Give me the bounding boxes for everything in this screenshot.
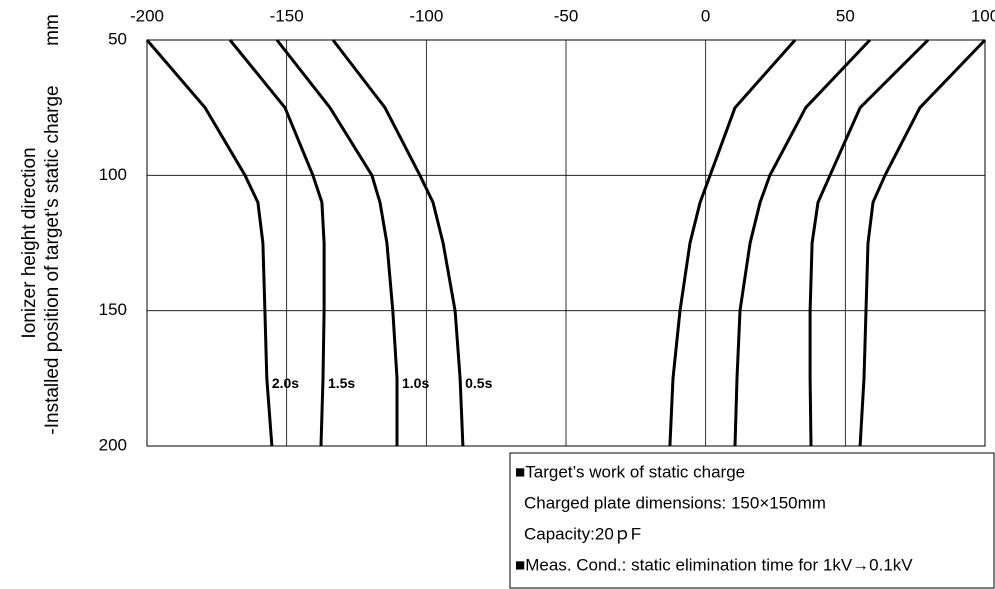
x-tick-label: 100: [971, 6, 995, 25]
y-title: Ionizer height direction: [19, 147, 40, 338]
x-tick-label: -150: [270, 6, 304, 25]
x-tick-label: 50: [836, 6, 855, 25]
note-box: [509, 452, 995, 589]
note-line: Capacity:20ｐF: [524, 524, 641, 543]
x-tick-label: -50: [554, 6, 579, 25]
y-tick-label: 100: [99, 165, 127, 184]
y-unit: mm: [42, 14, 63, 46]
curve-label: 0.5s: [465, 375, 492, 391]
x-tick-label: -200: [130, 6, 164, 25]
y-tick-label: 150: [99, 300, 127, 319]
note-line: Charged plate dimensions: 150×150mm: [524, 493, 826, 512]
curve-label: 1.0s: [402, 375, 429, 391]
curve: [145, 39, 274, 447]
curve: [331, 39, 465, 447]
y-tick-label: 50: [108, 29, 127, 48]
curve: [275, 39, 399, 446]
x-tick-label: 0: [701, 6, 710, 25]
curve: [733, 38, 871, 447]
note-line: ■Meas. Cond.: static elimination time fo…: [515, 555, 913, 574]
curve: [808, 38, 930, 447]
y-tick-label: 200: [99, 435, 127, 454]
y-title: -Installed position of target’s static c…: [42, 85, 63, 434]
note-line: ■Target’s work of static charge: [515, 462, 745, 481]
curve: [228, 39, 326, 447]
plot-frame: [146, 39, 986, 447]
curve: [858, 38, 987, 447]
curve: [668, 39, 797, 447]
curve-label: 2.0s: [272, 375, 299, 391]
curve-label: 1.5s: [328, 375, 355, 391]
x-tick-label: -100: [409, 6, 443, 25]
